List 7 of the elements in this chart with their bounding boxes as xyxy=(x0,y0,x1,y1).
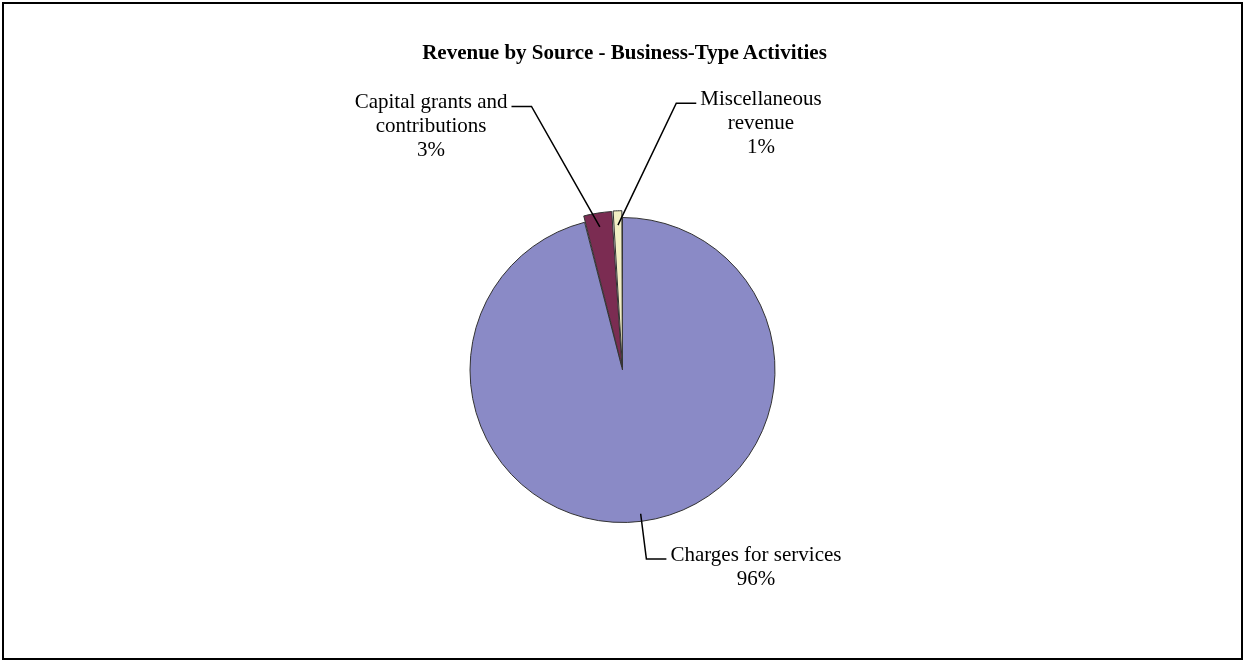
data-label: 3% xyxy=(417,136,446,161)
slice-label: Miscellaneous revenue xyxy=(700,85,822,134)
data-label: 96% xyxy=(736,565,776,590)
chart-title: Revenue by Source - Business-Type Activities xyxy=(421,40,828,65)
slice-label: Charges for services xyxy=(670,541,842,566)
slice-label: Capital grants and contributions xyxy=(354,88,508,137)
data-label: 1% xyxy=(746,133,775,158)
